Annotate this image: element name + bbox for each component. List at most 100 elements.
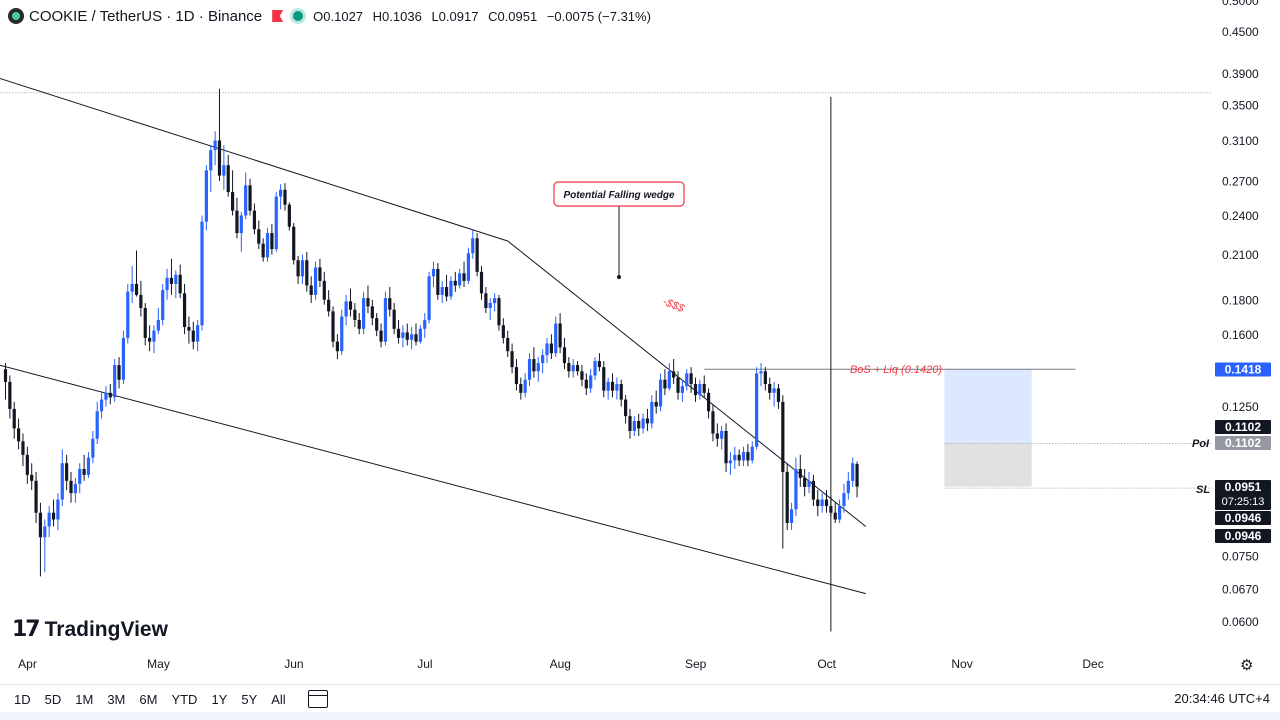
candle bbox=[47, 506, 51, 538]
candle bbox=[265, 227, 270, 262]
bottom-toolbar: 1D 5D 1M 3M 6M YTD 1Y 5Y All 20:34:46 UT… bbox=[0, 684, 1280, 713]
candle bbox=[789, 502, 794, 531]
range-3m[interactable]: 3M bbox=[107, 691, 126, 707]
candle-body bbox=[789, 509, 794, 523]
x-tick-label: Aug bbox=[550, 657, 571, 671]
candle-body bbox=[606, 381, 610, 391]
candle bbox=[99, 392, 104, 419]
price-label-text: 0.1418 bbox=[1225, 363, 1262, 377]
range-1m[interactable]: 1M bbox=[75, 691, 94, 707]
candle bbox=[86, 452, 91, 478]
range-5y[interactable]: 5Y bbox=[241, 691, 258, 707]
clock-readout[interactable]: 20:34:46 UTC+4 bbox=[1174, 691, 1270, 706]
candle bbox=[842, 483, 846, 513]
candle-body bbox=[178, 274, 182, 294]
cookie-logo-icon bbox=[8, 8, 24, 24]
candle-body bbox=[436, 268, 440, 295]
gear-icon[interactable]: ⚙ bbox=[1240, 657, 1254, 674]
candle-body bbox=[335, 341, 339, 352]
symbol-title[interactable]: COOKIE / TetherUS · 1D · Binance bbox=[29, 7, 263, 25]
price-label-bg bbox=[1215, 420, 1271, 434]
candle bbox=[73, 477, 77, 503]
y-tick-label: 0.3900 bbox=[1222, 67, 1259, 81]
calendar-icon[interactable] bbox=[307, 690, 328, 708]
candle-body bbox=[493, 298, 497, 304]
price-label-bg bbox=[1215, 529, 1271, 543]
candle bbox=[78, 463, 82, 494]
candle-body bbox=[667, 371, 671, 389]
candle-body bbox=[91, 438, 95, 458]
candle bbox=[558, 313, 562, 354]
candle bbox=[248, 178, 252, 216]
candle-body bbox=[370, 306, 374, 319]
candle bbox=[65, 454, 69, 491]
candle-body bbox=[562, 347, 567, 364]
range-ytd[interactable]: YTD bbox=[171, 691, 198, 707]
risk-zone bbox=[944, 443, 1032, 487]
candle-body bbox=[230, 192, 235, 211]
candle bbox=[418, 325, 422, 344]
candle-body bbox=[418, 328, 422, 342]
candle bbox=[759, 363, 763, 387]
x-axis: Apr May Jun Jul Aug Sep Oct Nov Dec bbox=[18, 657, 1104, 671]
candle-body bbox=[728, 460, 733, 464]
y-tick-label: 0.2700 bbox=[1222, 175, 1259, 189]
candle bbox=[200, 215, 204, 331]
candle bbox=[414, 323, 418, 346]
y-tick-label: 0.3500 bbox=[1222, 98, 1259, 112]
candle-body bbox=[698, 384, 702, 396]
range-6m[interactable]: 6M bbox=[139, 691, 158, 707]
candle bbox=[178, 264, 182, 299]
candle bbox=[567, 357, 571, 378]
candle-body bbox=[292, 226, 296, 261]
candle-body bbox=[257, 229, 261, 244]
candle bbox=[340, 309, 344, 356]
candle bbox=[287, 202, 291, 231]
candle-body bbox=[741, 452, 746, 461]
candle-body bbox=[440, 287, 444, 295]
candle-body bbox=[466, 253, 471, 281]
candle-body bbox=[21, 441, 25, 455]
candle bbox=[519, 377, 523, 400]
y-tick-label: 0.5000 bbox=[1222, 0, 1259, 8]
candle bbox=[279, 184, 283, 210]
candle-body bbox=[781, 401, 785, 472]
candle bbox=[196, 319, 200, 352]
candle bbox=[667, 363, 671, 391]
candle-body bbox=[51, 512, 56, 520]
candle-body bbox=[637, 420, 641, 429]
candle-body bbox=[798, 468, 802, 478]
tradingview-logo[interactable]: 17 TradingView bbox=[12, 617, 168, 642]
candle bbox=[829, 496, 833, 517]
candle-body bbox=[217, 140, 222, 176]
candle bbox=[532, 347, 536, 378]
range-all[interactable]: All bbox=[271, 691, 286, 707]
candle bbox=[597, 353, 602, 372]
open-value: O0.1027 bbox=[313, 8, 364, 24]
candle bbox=[606, 377, 610, 400]
candle bbox=[383, 291, 388, 346]
candle-body bbox=[34, 480, 38, 513]
candle bbox=[580, 365, 584, 387]
candle-body bbox=[244, 185, 248, 216]
candle-body bbox=[567, 363, 571, 372]
candle-body bbox=[755, 373, 759, 447]
candle bbox=[781, 395, 785, 549]
candle-body bbox=[545, 343, 549, 356]
candle bbox=[126, 283, 130, 344]
candle-body bbox=[803, 477, 807, 487]
candle bbox=[25, 446, 29, 484]
range-5d[interactable]: 5D bbox=[44, 691, 62, 707]
candle-body bbox=[366, 298, 370, 307]
range-1d[interactable]: 1D bbox=[14, 691, 31, 707]
candle-body bbox=[488, 303, 492, 309]
candle-body bbox=[759, 371, 763, 374]
candle bbox=[785, 463, 789, 531]
range-1y[interactable]: 1Y bbox=[211, 691, 228, 707]
candle bbox=[458, 268, 462, 289]
candle bbox=[34, 471, 38, 523]
candle bbox=[514, 359, 519, 391]
candle-body bbox=[38, 512, 43, 538]
candle-body bbox=[414, 334, 418, 342]
